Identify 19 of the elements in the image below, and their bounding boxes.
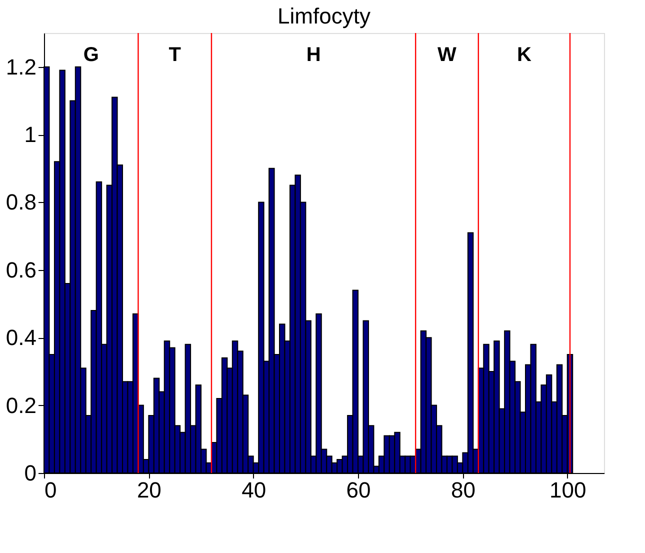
- y-tick-label: 1: [24, 122, 36, 148]
- x-tick-label: 0: [44, 478, 57, 502]
- chart-title: Limfocyty: [278, 3, 370, 28]
- x-tick-label: 60: [346, 478, 371, 502]
- x-tick-label: 40: [242, 478, 266, 502]
- y-tick-label: 0: [24, 460, 36, 486]
- x-tick-label: 100: [550, 478, 586, 502]
- annotation: T: [168, 44, 181, 66]
- annotation: G: [83, 44, 99, 66]
- y-tick-label: 0.8: [6, 190, 36, 215]
- annotation: K: [516, 44, 532, 66]
- annotation: W: [438, 44, 457, 66]
- y-tick-label: 0.4: [6, 325, 36, 350]
- x-tick-label: 80: [450, 478, 476, 502]
- x-tick-label: 20: [136, 478, 162, 502]
- y-tick-label: 1.2: [6, 54, 36, 80]
- y-tick-label: 0.2: [6, 392, 36, 418]
- annotation: H: [306, 44, 321, 66]
- y-tick-label: 0.6: [6, 257, 36, 282]
